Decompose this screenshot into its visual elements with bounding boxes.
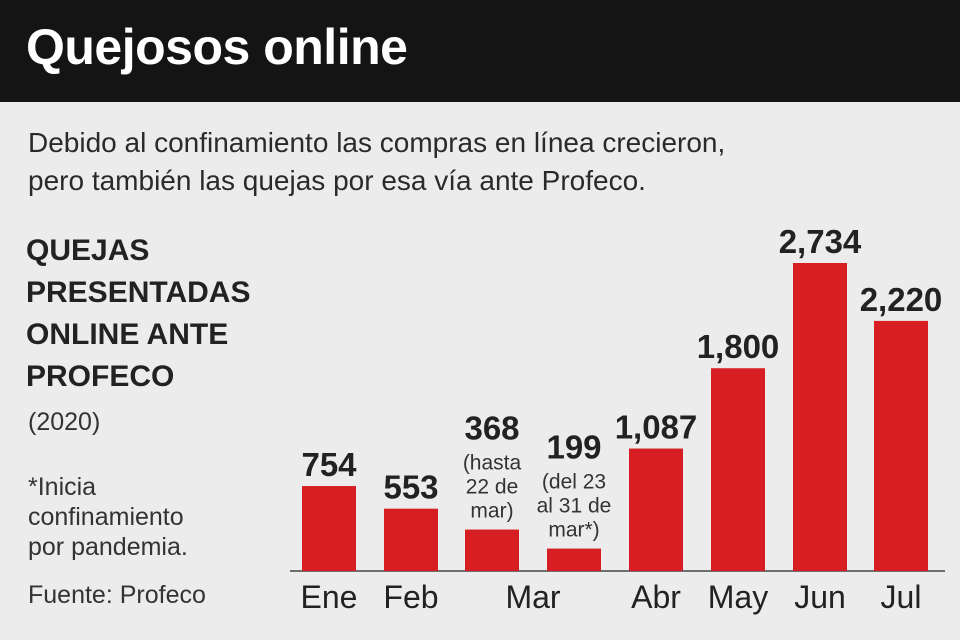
chart-heading-line: PROFECO — [26, 360, 175, 393]
footnote: *Inicia confinamiento por pandemia. — [28, 472, 268, 562]
chart-heading-line: PRESENTADAS — [26, 276, 251, 309]
category-label: Jun — [794, 579, 846, 615]
subtitle-line-2: pero también las quejas por esa vía ante… — [28, 165, 646, 196]
data-label: 2,220 — [860, 281, 943, 318]
chart-heading-line: QUEJAS — [26, 234, 150, 267]
bar-annotation: mar*) — [548, 519, 599, 542]
category-label: Mar — [505, 579, 560, 615]
data-label: 2,734 — [779, 223, 862, 260]
footnote-line: *Inicia — [28, 473, 97, 501]
bar — [874, 320, 928, 571]
bar-annotation: mar) — [470, 500, 513, 523]
data-label: 199 — [546, 429, 601, 466]
data-label: 1,800 — [697, 328, 780, 365]
bar — [302, 486, 356, 571]
footnote-line: confinamiento — [28, 503, 184, 531]
category-label: May — [708, 579, 768, 615]
footnote-line: por pandemia. — [28, 533, 188, 561]
category-label: Abr — [631, 579, 681, 615]
bar-annotation: al 31 de — [537, 495, 612, 518]
bar — [465, 529, 519, 571]
bar-annotation: (del 23 — [542, 471, 606, 494]
header-bar: Quejosos online — [0, 0, 960, 102]
bar — [384, 508, 438, 571]
bar — [629, 448, 683, 571]
data-label: 368 — [464, 410, 519, 447]
page-title: Quejosos online — [26, 19, 408, 75]
data-label: 754 — [301, 446, 357, 483]
bar-annotation: (hasta — [463, 452, 522, 475]
category-label: Ene — [301, 579, 358, 615]
category-label: Feb — [383, 579, 438, 615]
bar — [547, 548, 601, 571]
category-label: Jul — [881, 579, 922, 615]
data-label: 553 — [383, 469, 438, 506]
bar — [711, 368, 765, 571]
bar-annotation: 22 de — [466, 476, 519, 499]
data-label: 1,087 — [615, 409, 698, 446]
chart-year: (2020) — [28, 408, 101, 436]
chart-heading: QUEJAS PRESENTADAS ONLINE ANTE PROFECO — [26, 230, 286, 398]
subtitle-line-1: Debido al confinamiento las compras en l… — [28, 127, 726, 158]
chart-heading-line: ONLINE ANTE — [26, 318, 229, 351]
subtitle: Debido al confinamiento las compras en l… — [28, 124, 938, 200]
source-credit: Fuente: Profeco — [28, 581, 206, 609]
bar — [793, 263, 847, 571]
